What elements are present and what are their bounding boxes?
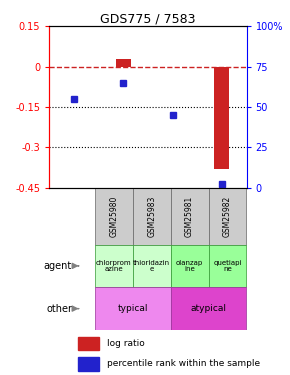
Bar	[171, 287, 246, 330]
Text: atypical: atypical	[191, 304, 226, 313]
Bar	[209, 188, 246, 244]
Text: typical: typical	[117, 304, 148, 313]
Text: thioridazin
e: thioridazin e	[133, 260, 170, 272]
Text: log ratio: log ratio	[107, 339, 145, 348]
Bar	[133, 188, 171, 244]
Bar	[209, 244, 246, 287]
Bar	[95, 188, 133, 244]
Text: olanzap
ine: olanzap ine	[176, 260, 203, 272]
Bar	[78, 357, 99, 370]
Title: GDS775 / 7583: GDS775 / 7583	[100, 12, 196, 25]
Bar	[116, 58, 130, 67]
Text: GSM25982: GSM25982	[223, 195, 232, 237]
Text: GSM25981: GSM25981	[185, 195, 194, 237]
Bar	[133, 244, 171, 287]
Bar	[171, 244, 209, 287]
Text: chlorprom
azine: chlorprom azine	[96, 260, 132, 272]
Text: agent: agent	[44, 261, 72, 271]
Text: GSM25983: GSM25983	[147, 195, 156, 237]
Bar	[214, 67, 229, 169]
Text: percentile rank within the sample: percentile rank within the sample	[107, 359, 260, 368]
Bar	[95, 287, 171, 330]
Bar	[78, 337, 99, 350]
Text: other: other	[46, 304, 72, 313]
Text: GSM25980: GSM25980	[109, 195, 118, 237]
Bar	[95, 244, 133, 287]
Text: quetiapi
ne: quetiapi ne	[213, 260, 242, 272]
Bar	[171, 188, 209, 244]
